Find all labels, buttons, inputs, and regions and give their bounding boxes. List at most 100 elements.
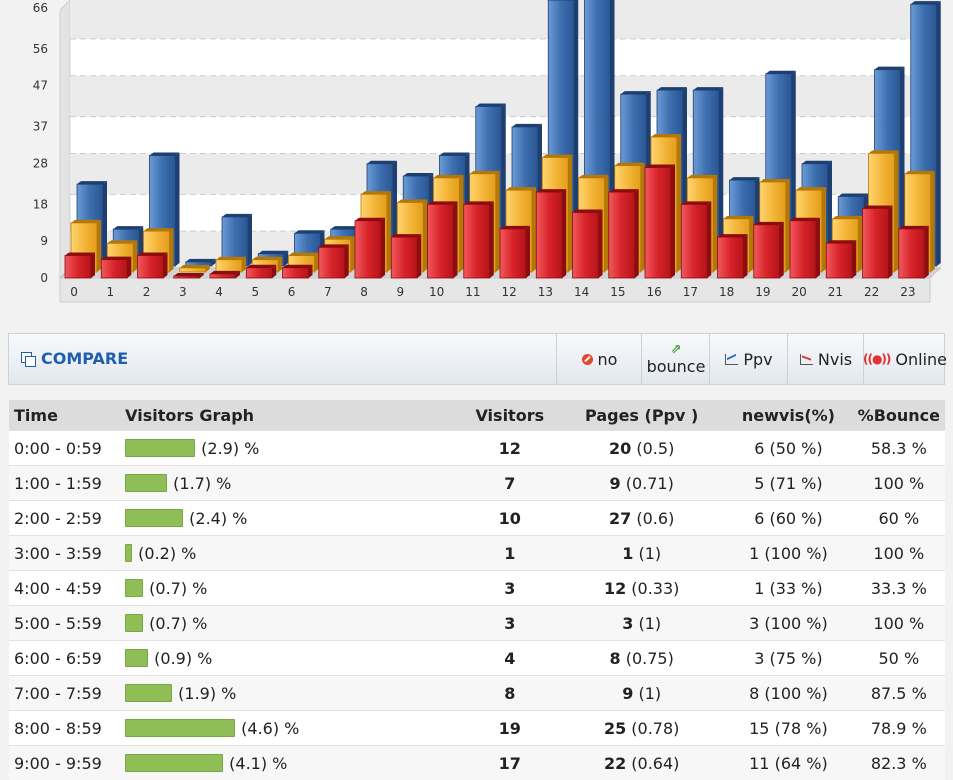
x-tick-label: 3 xyxy=(179,285,187,299)
bar-top xyxy=(615,163,645,166)
bar-side xyxy=(671,165,675,278)
online-label: Online xyxy=(895,350,947,369)
x-tick-label: 22 xyxy=(864,285,879,299)
time-cell: 3:00 - 3:59 xyxy=(9,536,120,571)
y-tick-label: 0 xyxy=(40,271,48,285)
bar-side xyxy=(127,257,131,278)
bar-top xyxy=(730,177,760,180)
bar-side xyxy=(248,214,252,266)
pages-count: 9 xyxy=(610,474,621,493)
nvis-label: Nvis xyxy=(818,350,852,369)
bar-side xyxy=(635,189,639,278)
bar-top xyxy=(434,175,464,178)
broadcast-icon: ((●)) xyxy=(863,352,890,366)
bar-top xyxy=(319,244,349,247)
bar-top xyxy=(138,253,168,256)
share-label: (0.2) % xyxy=(138,544,196,563)
x-tick-label: 21 xyxy=(828,285,843,299)
x-tick-label: 4 xyxy=(215,285,223,299)
bar-top xyxy=(295,230,325,233)
bar-side xyxy=(417,234,421,278)
pages-count: 22 xyxy=(604,754,626,773)
bar-top xyxy=(403,173,433,176)
pages-count: 8 xyxy=(610,649,621,668)
y-tick-label: 56 xyxy=(33,42,48,56)
visitors-cell: 3 xyxy=(460,606,559,641)
bar-face xyxy=(101,260,127,278)
no-filter-button[interactable]: no xyxy=(556,334,642,384)
online-filter-button[interactable]: ((●)) Online xyxy=(863,334,946,384)
bar-top xyxy=(609,189,639,192)
bar-side xyxy=(925,226,929,278)
pages-count: 27 xyxy=(609,509,631,528)
area-chart-icon xyxy=(800,354,813,365)
x-tick-label: 12 xyxy=(501,285,516,299)
bar-top xyxy=(113,226,143,229)
share-label: (4.6) % xyxy=(241,719,299,738)
pages-cell: 25 (0.78) xyxy=(559,711,724,746)
pages-count: 9 xyxy=(622,684,633,703)
visitors-graph-cell: (2.4) % xyxy=(120,501,460,536)
bar-top xyxy=(470,171,500,174)
x-tick-label: 9 xyxy=(397,285,405,299)
bar-top xyxy=(693,87,723,90)
bar-top xyxy=(65,253,95,256)
visitors-share-bar xyxy=(125,439,195,457)
newvis-bar xyxy=(573,210,603,278)
bar-side xyxy=(852,240,856,278)
no-entry-icon xyxy=(582,354,593,365)
bar-top xyxy=(246,265,276,268)
newvis-bar xyxy=(536,189,566,278)
bar-side xyxy=(707,201,711,278)
visitors-share-bar xyxy=(125,684,172,702)
bar-side xyxy=(490,201,494,278)
col-pages[interactable]: Pages (Ppv ) xyxy=(559,400,724,431)
bar-top xyxy=(186,259,216,262)
time-cell: 0:00 - 0:59 xyxy=(9,431,120,466)
compare-button[interactable]: COMPARE xyxy=(21,349,128,368)
bar-top xyxy=(579,175,609,178)
bar-top xyxy=(826,240,856,243)
bar-side xyxy=(381,218,385,278)
y-tick-label: 18 xyxy=(33,197,48,211)
bar-side xyxy=(164,253,168,279)
ppv-filter-button[interactable]: Ppv xyxy=(709,334,788,384)
pages-cell: 12 (0.33) xyxy=(559,571,724,606)
x-tick-label: 0 xyxy=(70,285,78,299)
bar-top xyxy=(506,187,536,190)
bar-side xyxy=(351,236,355,272)
col-time[interactable]: Time xyxy=(9,400,120,431)
pages-count: 25 xyxy=(604,719,626,738)
visitors-graph-cell: (4.6) % xyxy=(120,711,460,746)
y-tick-label: 47 xyxy=(33,79,48,93)
col-visitors[interactable]: Visitors xyxy=(460,400,559,431)
newvis-bar xyxy=(464,201,494,278)
bar-side xyxy=(91,253,95,279)
bounce-cell: 58.3 % xyxy=(853,431,945,466)
nvis-filter-button[interactable]: Nvis xyxy=(787,334,864,384)
bar-top xyxy=(911,1,941,4)
visitors-graph-cell: (0.2) % xyxy=(120,536,460,571)
col-newvis[interactable]: newvis(%) xyxy=(724,400,852,431)
newvis-cell: 6 (60 %) xyxy=(724,501,852,536)
bar-top xyxy=(651,134,681,137)
x-tick-label: 17 xyxy=(683,285,698,299)
x-tick-label: 14 xyxy=(574,285,589,299)
bar-face xyxy=(391,237,417,278)
x-tick-label: 11 xyxy=(465,285,480,299)
col-bounce[interactable]: %Bounce xyxy=(853,400,945,431)
bar-side xyxy=(387,191,391,272)
col-visitors-graph[interactable]: Visitors Graph xyxy=(120,400,460,431)
y-tick-label: 66 xyxy=(33,1,48,15)
bounce-filter-button[interactable]: ⇗ bounce xyxy=(641,334,710,384)
